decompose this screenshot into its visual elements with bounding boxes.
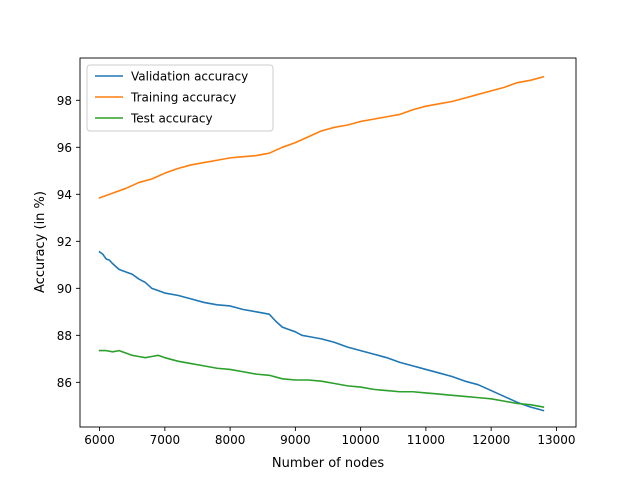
legend-box: [86, 64, 274, 132]
plot-area: [98, 75, 545, 412]
legend-label-1: Training accuracy: [130, 91, 236, 105]
y-tick-label: 98: [57, 94, 72, 108]
y-tick-label: 86: [57, 376, 72, 390]
series-line-2: [98, 349, 545, 408]
x-tick-label: 6000: [84, 433, 115, 447]
series-line-0: [98, 250, 545, 412]
x-tick-label: 7000: [150, 433, 181, 447]
x-axis-label: Number of nodes: [272, 456, 384, 471]
y-tick-label: 92: [57, 235, 72, 249]
series-line-1: [98, 75, 545, 199]
legend-label-2: Test accuracy: [130, 112, 213, 126]
y-tick-label: 90: [57, 282, 72, 296]
axes-frame: [79, 57, 577, 428]
legend-label-0: Validation accuracy: [131, 70, 248, 84]
x-tick-label: 8000: [215, 433, 246, 447]
y-axis-label: Accuracy (in %): [33, 191, 48, 293]
y-tick-label: 94: [57, 188, 72, 202]
x-tick-label: 9000: [280, 433, 311, 447]
y-tick-label: 88: [57, 329, 72, 343]
legend: Validation accuracy Training accuracy Test…: [86, 64, 274, 132]
x-tick-label: 11000: [407, 433, 445, 447]
x-tick-label: 10000: [342, 433, 380, 447]
y-tick-label: 96: [57, 141, 72, 155]
axes: 6000 7000 8000 9000 10000 11000 12000 13000 86 88…: [57, 57, 577, 447]
x-tick-label: 13000: [537, 433, 575, 447]
x-tick-label: 12000: [472, 433, 510, 447]
